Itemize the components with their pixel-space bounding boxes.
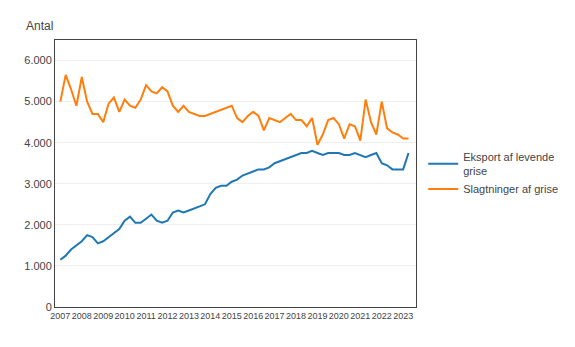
svg-text:1.000: 1.000 <box>24 260 52 272</box>
svg-text:2022: 2022 <box>372 311 392 321</box>
svg-text:2012: 2012 <box>157 311 177 321</box>
svg-text:2010: 2010 <box>115 311 135 321</box>
svg-text:3.000: 3.000 <box>24 178 52 190</box>
svg-text:2007: 2007 <box>50 311 70 321</box>
svg-text:2011: 2011 <box>136 311 155 321</box>
svg-text:2014: 2014 <box>200 311 220 321</box>
svg-text:2019: 2019 <box>307 311 327 321</box>
svg-text:2023: 2023 <box>393 311 413 321</box>
svg-text:2013: 2013 <box>179 311 199 321</box>
svg-text:2017: 2017 <box>265 311 285 321</box>
svg-text:Antal: Antal <box>26 19 53 33</box>
svg-text:2016: 2016 <box>243 311 263 321</box>
svg-text:Slagtninger af grise: Slagtninger af grise <box>463 183 558 195</box>
svg-text:6.000: 6.000 <box>24 54 52 66</box>
svg-text:Eksport af levendegrise: Eksport af levendegrise <box>463 151 554 177</box>
svg-text:2015: 2015 <box>222 311 242 321</box>
svg-text:2021: 2021 <box>350 311 370 321</box>
svg-text:2008: 2008 <box>72 311 92 321</box>
svg-text:2009: 2009 <box>93 311 113 321</box>
svg-text:2.000: 2.000 <box>24 219 52 231</box>
svg-text:4.000: 4.000 <box>24 137 52 149</box>
svg-text:2018: 2018 <box>286 311 306 321</box>
svg-text:2020: 2020 <box>329 311 349 321</box>
svg-text:5.000: 5.000 <box>24 95 52 107</box>
svg-text:0: 0 <box>46 301 52 313</box>
